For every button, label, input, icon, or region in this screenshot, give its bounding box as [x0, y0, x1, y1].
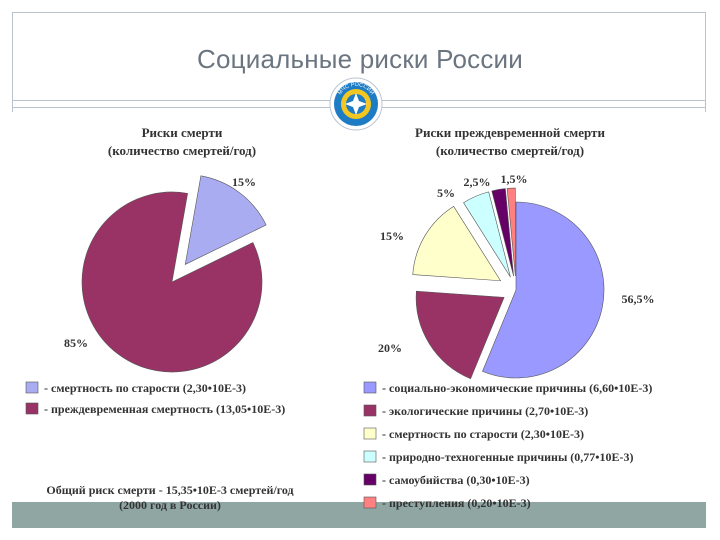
- legend-label-0: - смертность по старости (2,30•10Е-3): [44, 381, 246, 395]
- left-pie: 15% 85%: [64, 175, 267, 373]
- pie-slice-5: [506, 187, 516, 277]
- pie-data-label-4: 2,5%: [464, 175, 491, 189]
- legend-label-1: - экологические причины (2,70•10Е-3): [382, 404, 588, 418]
- pie-data-label-0: 56,5%: [622, 292, 655, 306]
- pie-slice-0: [482, 201, 605, 379]
- left-footnote-line1: Общий риск смерти - 15,35•10Е-3 смертей/…: [46, 483, 293, 497]
- left-chart-title-line1: Риски смерти: [142, 125, 223, 140]
- legend-label-3: - природно-техногенные причины (0,77•10Е…: [382, 450, 634, 464]
- left-footnote-line2: (2000 год в России): [119, 498, 221, 512]
- legend-swatch-0: [363, 381, 377, 394]
- pie-slice-4: [491, 188, 514, 277]
- legend-label-5: - преступления (0,20•10Е-3): [382, 496, 531, 510]
- pie-data-label-3: 5%: [437, 186, 455, 200]
- legend-swatch-1: [25, 402, 39, 415]
- pie-slice-2: [412, 205, 502, 282]
- emergency-ministry-emblem-icon: МЧС РОССИИ: [329, 77, 383, 131]
- legend-swatch-5: [363, 496, 377, 509]
- pie-slice-1: [415, 290, 505, 380]
- pie-slice-1: [81, 191, 263, 373]
- legend-swatch-3: [363, 450, 377, 463]
- right-chart-title-line1: Риски преждевременной смерти: [415, 125, 605, 140]
- left-legend: - смертность по старости (2,30•10Е-3) - п…: [25, 381, 285, 416]
- pie-slice-0: [184, 175, 267, 265]
- left-chart-title-line2: (количество смертей/год): [108, 143, 256, 158]
- pie-data-label-1: 20%: [378, 341, 402, 355]
- legend-label-1: - преждевременная смертность (13,05•10Е-…: [44, 402, 285, 416]
- legend-label-0: - социально-экономические причины (6,60•…: [382, 381, 652, 395]
- legend-swatch-0: [25, 381, 39, 394]
- legend-label-2: - смертность по старости (2,30•10Е-3): [382, 427, 584, 441]
- pie-data-label-5: 1,5%: [501, 172, 528, 186]
- bottom-bar: [12, 502, 706, 528]
- legend-label-4: - самоубийства (0,30•10Е-3): [382, 473, 530, 487]
- legend-swatch-1: [363, 404, 377, 417]
- right-legend: - социально-экономические причины (6,60•…: [363, 381, 652, 510]
- right-pie: 56,5% 20% 15% 5% 2,5% 1,5%: [378, 172, 655, 380]
- right-chart-title-line2: (количество смертей/год): [436, 143, 584, 158]
- pie-data-label-1: 85%: [64, 336, 88, 350]
- pie-slice-3: [463, 191, 511, 278]
- page-title: Социальные риски России: [197, 44, 523, 74]
- pie-data-label-2: 15%: [380, 229, 404, 243]
- legend-swatch-2: [363, 427, 377, 440]
- pie-data-label-0: 15%: [232, 175, 256, 189]
- legend-swatch-4: [363, 473, 377, 486]
